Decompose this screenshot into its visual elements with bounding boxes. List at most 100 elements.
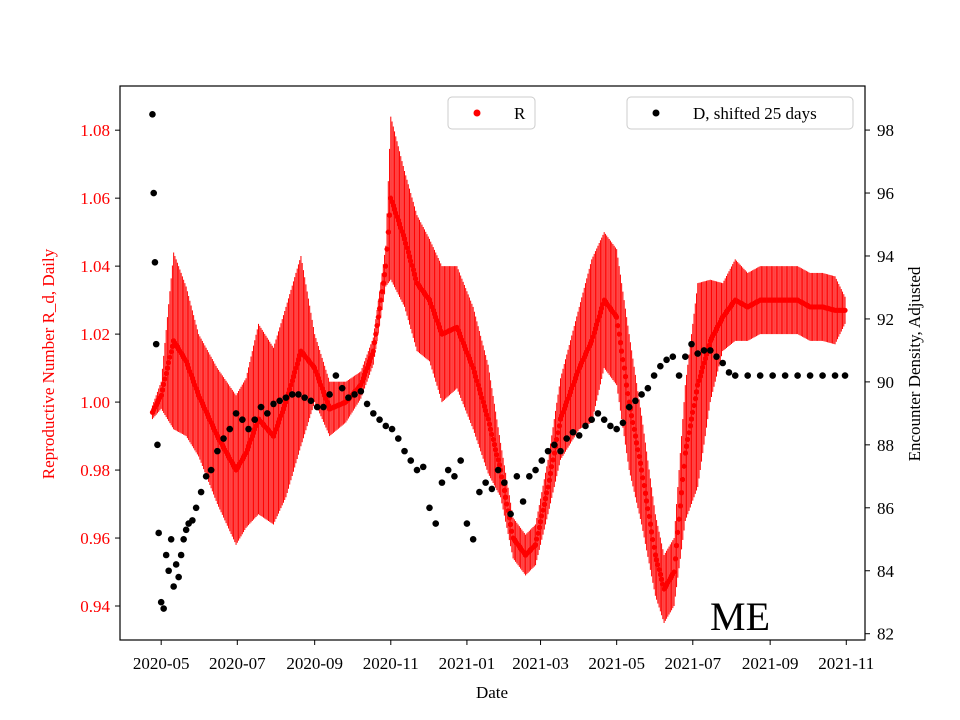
r-point xyxy=(166,360,172,366)
d-point xyxy=(376,416,383,423)
legend-r: R xyxy=(447,96,536,130)
d-point xyxy=(557,447,564,455)
r-point xyxy=(693,389,700,395)
r-point xyxy=(650,536,656,543)
d-point xyxy=(694,350,702,357)
r-point xyxy=(499,474,505,480)
d-point xyxy=(301,394,308,401)
plot-frame xyxy=(119,85,866,641)
x-tick-label: 2020-11 xyxy=(363,654,419,673)
r-point xyxy=(490,436,496,443)
y-left-tick-label: 1.00 xyxy=(80,393,110,412)
d-point xyxy=(650,372,658,379)
r-point xyxy=(702,355,708,362)
d-point xyxy=(669,353,677,361)
r-point xyxy=(384,246,390,252)
d-point xyxy=(351,391,358,398)
r-point xyxy=(619,348,625,354)
d-point xyxy=(382,422,390,430)
d-point xyxy=(688,340,695,348)
d-point xyxy=(167,535,175,543)
d-point xyxy=(438,479,446,486)
d-point xyxy=(370,410,377,417)
state-watermark: ME xyxy=(710,594,770,639)
r-point xyxy=(554,436,560,443)
r-point xyxy=(842,307,848,313)
r-point xyxy=(403,240,409,246)
r-point xyxy=(546,477,552,483)
legend-r-label: R xyxy=(514,104,526,123)
d-point xyxy=(251,416,259,423)
y-right-tick-label: 82 xyxy=(877,625,894,644)
d-point xyxy=(307,397,315,405)
r-point xyxy=(629,413,635,419)
y-right-tick-label: 96 xyxy=(877,184,894,203)
y-left-tick-label: 1.02 xyxy=(80,325,110,344)
d-point xyxy=(407,457,415,464)
d-point xyxy=(270,400,277,408)
r-point xyxy=(532,542,539,548)
d-point xyxy=(482,479,489,486)
r-point xyxy=(634,440,640,446)
d-point xyxy=(613,425,620,433)
x-tick-label: 2021-03 xyxy=(512,654,569,673)
y-left-tick-label: 1.08 xyxy=(80,121,110,140)
r-point xyxy=(696,378,702,384)
r-point xyxy=(404,245,410,251)
x-tick-label: 2021-05 xyxy=(588,654,645,673)
d-point xyxy=(632,397,639,405)
r-point xyxy=(550,457,556,463)
d-point xyxy=(150,189,157,197)
r-point xyxy=(168,349,174,355)
r-point xyxy=(491,441,497,448)
legend-d-label: D, shifted 25 days xyxy=(693,104,817,123)
r-point xyxy=(551,450,557,456)
r-point xyxy=(631,426,637,432)
d-point xyxy=(432,520,440,527)
r-point xyxy=(373,331,379,337)
r-point xyxy=(547,470,554,477)
r-point xyxy=(639,467,645,473)
r-point xyxy=(534,536,540,542)
d-point xyxy=(663,356,670,364)
r-point xyxy=(405,249,411,255)
d-point xyxy=(263,410,271,417)
x-tick-label: 2021-01 xyxy=(439,654,496,673)
r-point xyxy=(687,423,693,429)
r-point xyxy=(380,280,386,286)
legend-r-marker xyxy=(473,109,481,117)
d-point xyxy=(725,369,733,376)
d-point xyxy=(220,435,227,442)
y-right-tick-label: 98 xyxy=(877,121,894,140)
r-point xyxy=(379,289,385,295)
r-point xyxy=(677,503,683,509)
y-left-tick-label: 1.04 xyxy=(80,257,110,276)
d-point xyxy=(513,473,521,480)
legend-r-box xyxy=(447,96,536,130)
d-point xyxy=(276,397,284,405)
y-left-tick-label: 0.94 xyxy=(80,597,110,616)
y-right-tick-label: 88 xyxy=(877,436,894,455)
d-point xyxy=(413,466,421,474)
d-point xyxy=(257,403,265,411)
d-point xyxy=(644,384,652,392)
d-point xyxy=(419,463,427,471)
r-point xyxy=(700,364,706,371)
d-series xyxy=(149,111,849,612)
d-point xyxy=(451,473,458,480)
r-point xyxy=(378,297,384,303)
r-point xyxy=(682,450,688,456)
r-point xyxy=(658,576,665,582)
d-point xyxy=(563,435,571,442)
d-point xyxy=(781,372,789,379)
d-point xyxy=(769,372,776,379)
d-point xyxy=(794,372,801,379)
r-point xyxy=(647,521,653,527)
r-point xyxy=(504,501,510,507)
x-tick-label: 2021-09 xyxy=(742,654,799,673)
r-point xyxy=(371,340,378,346)
d-point xyxy=(170,583,177,590)
x-tick-label: 2020-07 xyxy=(209,654,266,673)
d-point xyxy=(363,400,371,408)
r-point xyxy=(701,360,707,366)
